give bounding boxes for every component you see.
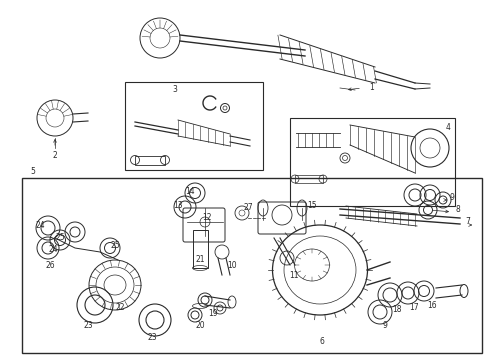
Text: 6: 6 [319,338,324,346]
Text: 4: 4 [445,123,450,132]
Bar [193,230,208,268]
Text: 12: 12 [202,213,212,222]
Text: 23: 23 [147,333,157,342]
Text: 24: 24 [48,246,58,255]
Text: 3: 3 [172,85,177,94]
Text: 8: 8 [456,206,461,215]
Text: 15: 15 [307,201,317,210]
Text: 9: 9 [383,320,388,329]
Text: 10: 10 [227,261,237,270]
Text: 13: 13 [173,201,183,210]
Text: 16: 16 [427,301,437,310]
Text: 1: 1 [369,84,374,93]
Text: 26: 26 [45,261,55,270]
Bar [135,156,165,165]
Text: 14: 14 [185,188,195,197]
Text: 18: 18 [392,306,402,315]
Text: 25: 25 [110,240,120,249]
Text: 19: 19 [208,309,218,318]
Text: 9: 9 [449,194,454,202]
Text: 24: 24 [35,220,45,230]
Bar [22,178,482,353]
Text: 17: 17 [409,302,419,311]
Bar [290,118,455,206]
Bar [125,82,263,170]
Text: 21: 21 [195,256,205,265]
Text: 2: 2 [52,150,57,159]
Text: 20: 20 [195,320,205,329]
Bar [295,175,323,183]
Text: 23: 23 [83,320,93,329]
Text: 25: 25 [55,234,65,243]
Text: 11: 11 [289,270,299,279]
Text: 5: 5 [30,167,35,176]
Text: 7: 7 [466,217,470,226]
Text: 27: 27 [243,202,253,211]
Text: 22: 22 [115,303,125,312]
